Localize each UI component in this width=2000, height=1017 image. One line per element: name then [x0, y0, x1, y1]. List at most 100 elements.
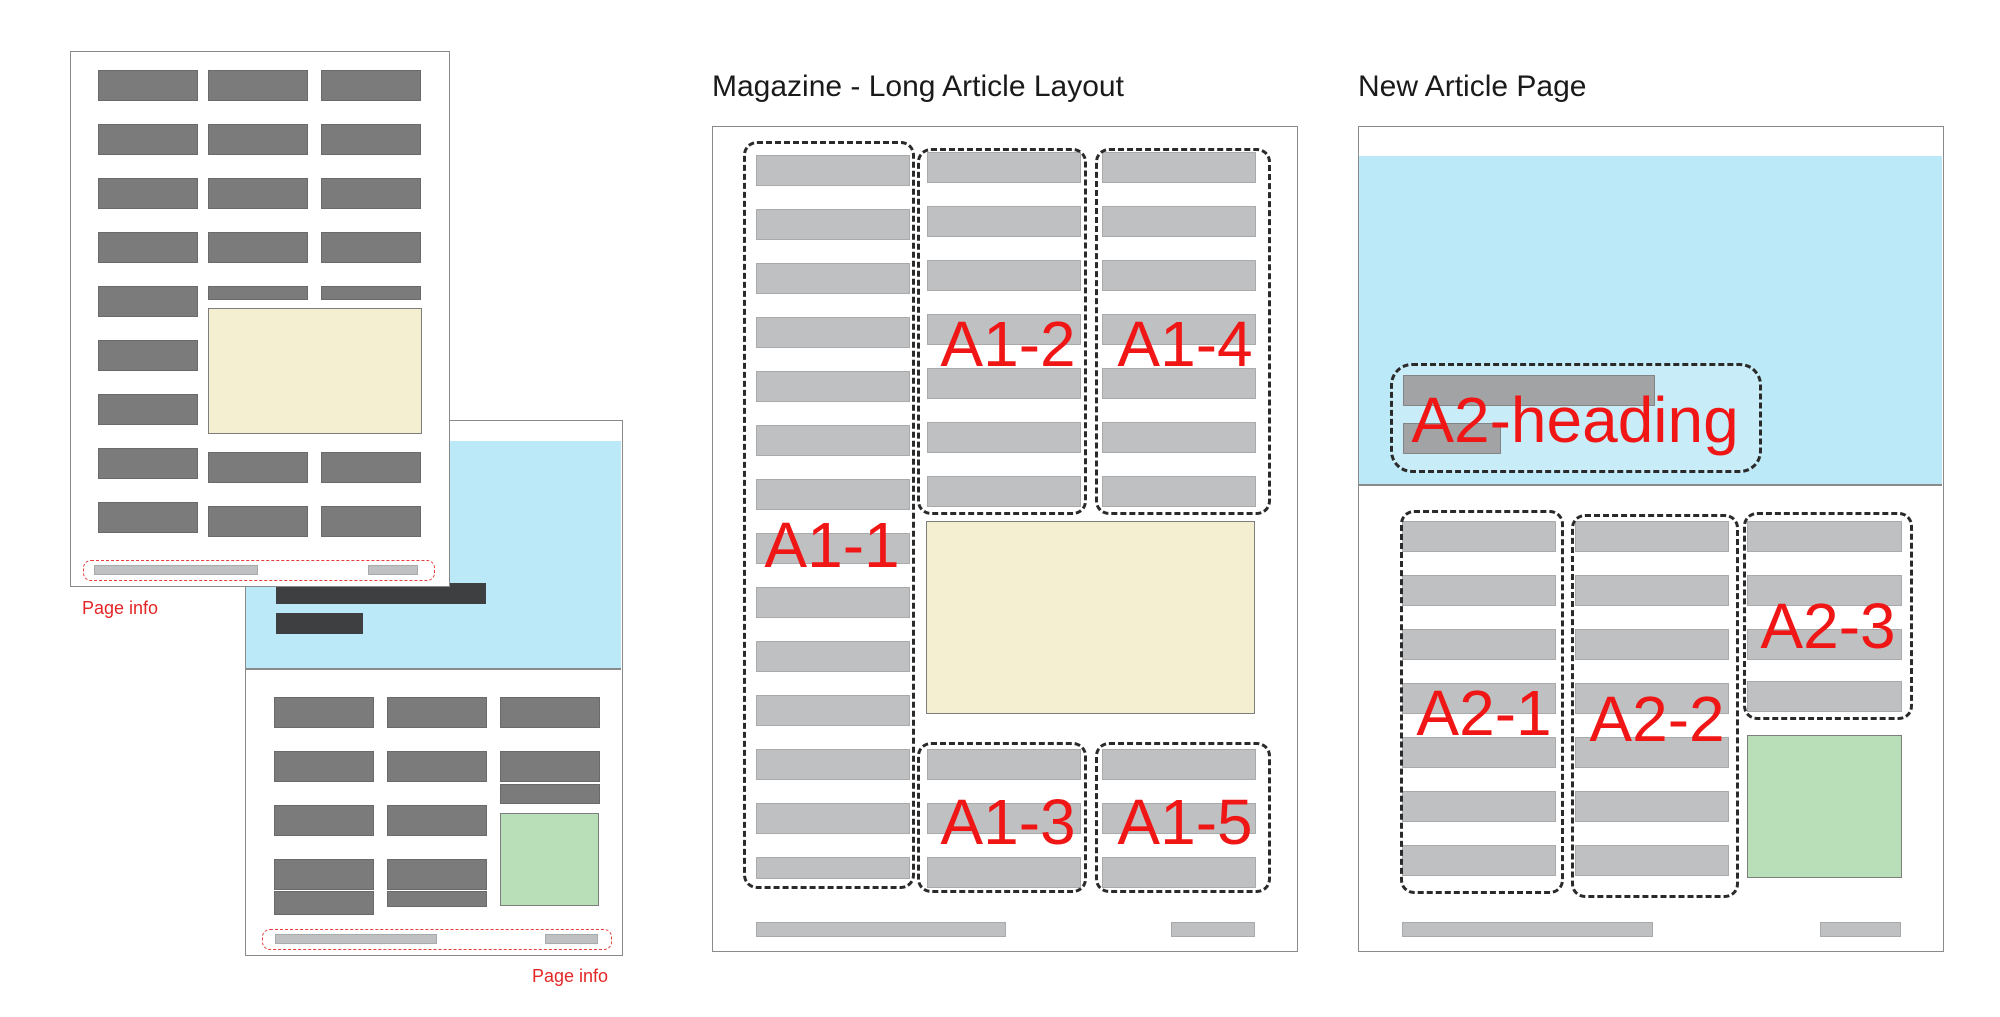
text-bar — [1402, 521, 1556, 552]
text-bar — [756, 479, 910, 510]
text-bar — [1747, 521, 1902, 552]
text-bar — [1402, 845, 1556, 876]
text-bar — [321, 452, 421, 483]
new-article-heading-bar — [1403, 423, 1501, 454]
text-bar — [1102, 749, 1256, 780]
text-bar — [756, 263, 910, 294]
text-bar — [756, 371, 910, 402]
text-bar — [756, 803, 910, 834]
text-bar — [321, 232, 421, 263]
text-bar — [756, 857, 910, 879]
text-bar — [1575, 629, 1729, 660]
magazine-layout-page — [712, 126, 1298, 952]
text-bar — [1747, 681, 1902, 712]
text-bar — [756, 209, 910, 240]
text-bar — [1102, 422, 1256, 453]
label-a1-2: A1-2 — [940, 308, 1076, 380]
magazine-image — [926, 521, 1255, 714]
text-bar — [927, 368, 1081, 399]
text-bar — [208, 70, 308, 101]
text-bar — [927, 857, 1081, 888]
new-article-footer-bar — [1820, 922, 1901, 937]
new-article-page — [1358, 126, 1944, 952]
front-page-image — [208, 308, 422, 434]
text-bar — [500, 697, 600, 728]
text-bar — [208, 452, 308, 483]
text-bar — [321, 178, 421, 209]
back-page-heading-bar — [276, 613, 363, 634]
label-a2-3: A2-3 — [1760, 590, 1896, 662]
text-bar — [321, 70, 421, 101]
text-bar — [756, 317, 910, 348]
new-article-footer-bar — [1402, 922, 1653, 937]
text-bar — [1747, 575, 1902, 606]
text-bar — [927, 152, 1081, 183]
text-bar — [387, 697, 487, 728]
text-bar — [1747, 629, 1902, 660]
text-bar — [98, 124, 198, 155]
new-article-heading-bar — [1403, 375, 1655, 406]
page-info-label-front: Page info — [82, 598, 159, 618]
text-bar — [98, 394, 198, 425]
region-a1-3 — [917, 742, 1087, 893]
text-bar — [756, 533, 910, 564]
text-bar — [756, 587, 910, 618]
region-a1-4 — [1095, 148, 1271, 515]
text-bar — [756, 155, 910, 186]
text-bar — [274, 891, 374, 915]
text-bar — [321, 124, 421, 155]
text-bar — [274, 805, 374, 836]
text-bar — [208, 178, 308, 209]
back-page-heading-bar — [276, 583, 486, 604]
text-bar — [208, 232, 308, 263]
new-article-image — [1747, 735, 1902, 878]
region-a2-2 — [1571, 514, 1739, 898]
page-info-box-back — [262, 929, 612, 950]
text-bar — [1102, 368, 1256, 399]
text-bar — [756, 425, 910, 456]
text-bar — [1402, 575, 1556, 606]
text-bar — [98, 70, 198, 101]
text-bar — [387, 751, 487, 782]
text-bar — [208, 506, 308, 537]
text-bar — [274, 859, 374, 890]
text-bar — [208, 286, 308, 300]
text-bar — [321, 286, 421, 300]
text-bar — [1402, 791, 1556, 822]
region-a2-heading — [1390, 363, 1762, 473]
text-bar — [1102, 206, 1256, 237]
text-bar — [927, 260, 1081, 291]
text-bar — [1575, 683, 1729, 714]
text-bar — [274, 751, 374, 782]
text-bar — [387, 859, 487, 890]
text-bar — [1575, 575, 1729, 606]
text-bar — [387, 891, 487, 907]
text-bar — [927, 422, 1081, 453]
label-a1-1: A1-1 — [764, 509, 900, 581]
text-bar — [98, 448, 198, 479]
text-bar — [927, 476, 1081, 507]
text-bar — [756, 749, 910, 780]
label-a1-4: A1-4 — [1117, 308, 1253, 380]
text-bar — [927, 206, 1081, 237]
text-bar — [1402, 629, 1556, 660]
text-bar — [500, 784, 600, 804]
text-bar — [1102, 476, 1256, 507]
page-info-label-back: Page info — [532, 966, 609, 986]
magazine-footer-bar — [1171, 922, 1255, 937]
text-bar — [756, 695, 910, 726]
page-info-box-front — [83, 560, 435, 581]
text-bar — [1102, 803, 1256, 834]
label-a1-3: A1-3 — [940, 786, 1076, 858]
page-info-bar — [275, 934, 437, 944]
text-bar — [1575, 737, 1729, 768]
back-page-hero-divider — [246, 668, 621, 670]
text-bar — [756, 641, 910, 672]
text-bar — [927, 314, 1081, 345]
text-bar — [1575, 791, 1729, 822]
text-bar — [208, 124, 308, 155]
region-a2-1 — [1400, 510, 1564, 894]
text-bar — [98, 232, 198, 263]
text-bar — [98, 178, 198, 209]
text-bar — [1102, 260, 1256, 291]
